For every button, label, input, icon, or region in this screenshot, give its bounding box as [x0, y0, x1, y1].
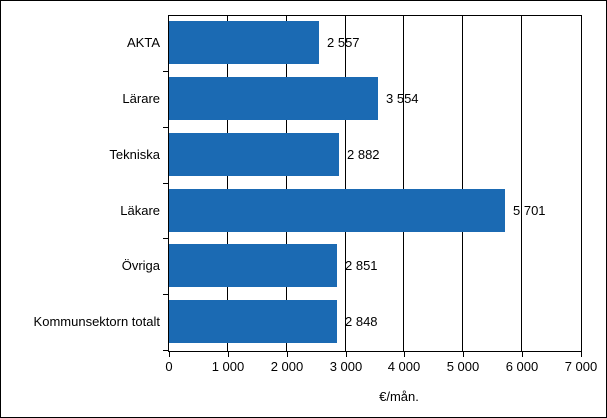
x-tick-label: 4 000: [387, 359, 421, 374]
bar-value-label: 2 882: [347, 147, 380, 162]
gridline: [462, 16, 463, 351]
x-axis-label: €/mån.: [379, 389, 419, 404]
category-label: Kommunsektorn totalt: [33, 314, 160, 329]
y-tick: [163, 294, 168, 295]
bar: [169, 189, 505, 232]
y-tick: [163, 183, 168, 184]
bar: [169, 133, 339, 176]
gridline: [286, 16, 287, 351]
x-tick: [463, 352, 464, 357]
x-tick-label: 3 000: [329, 359, 363, 374]
y-tick: [163, 238, 168, 239]
y-tick: [163, 71, 168, 72]
bar-value-label: 2 851: [345, 258, 378, 273]
y-tick: [163, 350, 168, 351]
x-tick: [287, 352, 288, 357]
x-tick: [169, 352, 170, 357]
bar: [169, 300, 337, 343]
x-tick-label: 6 000: [505, 359, 539, 374]
gridline: [521, 16, 522, 351]
x-tick-label: 0: [165, 359, 173, 374]
x-tick: [228, 352, 229, 357]
bar-value-label: 5 701: [513, 203, 546, 218]
category-label: AKTA: [127, 35, 160, 50]
bar-value-label: 2 557: [327, 35, 360, 50]
x-tick: [522, 352, 523, 357]
category-label: Läkare: [120, 203, 160, 218]
x-tick-label: 1 000: [211, 359, 245, 374]
y-tick: [163, 127, 168, 128]
x-tick-label: 2 000: [270, 359, 304, 374]
category-label: Tekniska: [109, 147, 160, 162]
category-label: Övriga: [121, 258, 160, 273]
category-label: Lärare: [122, 91, 160, 106]
x-tick: [404, 352, 405, 357]
bar-value-label: 2 848: [345, 314, 378, 329]
gridline: [227, 16, 228, 351]
x-tick: [581, 352, 582, 357]
x-tick-label: 7 000: [564, 359, 598, 374]
gridline: [345, 16, 346, 351]
bar-value-label: 3 554: [386, 91, 419, 106]
plot-area: [168, 15, 582, 352]
x-tick: [346, 352, 347, 357]
bar: [169, 21, 319, 64]
bar: [169, 77, 378, 120]
gridline: [403, 16, 404, 351]
bar: [169, 244, 337, 287]
x-tick-label: 5 000: [446, 359, 480, 374]
